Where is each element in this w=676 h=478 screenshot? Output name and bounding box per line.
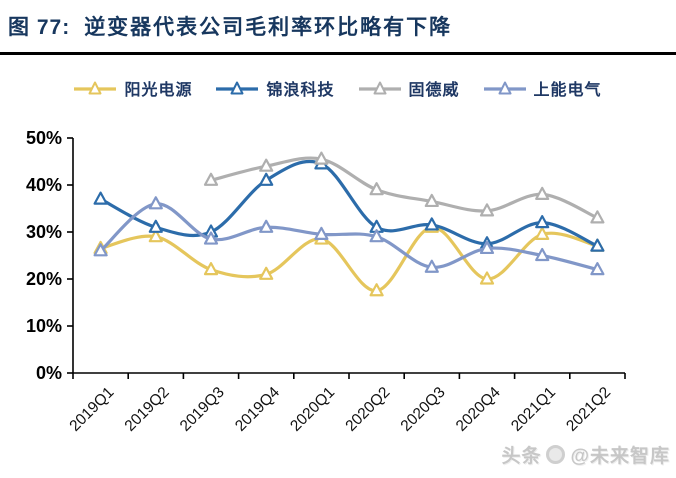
triangle-marker xyxy=(259,172,274,186)
series-line xyxy=(99,202,599,272)
triangle-marker xyxy=(259,158,274,172)
triangle-marker xyxy=(424,217,439,231)
triangle-marker xyxy=(590,262,605,276)
triangle-marker xyxy=(203,231,219,245)
triangle-marker xyxy=(259,219,274,233)
y-tick-label: 0% xyxy=(36,363,62,383)
legend-marker-icon xyxy=(358,81,401,95)
triangle-marker xyxy=(203,262,219,276)
triangle-marker xyxy=(369,182,384,196)
figure-number: 图 77: xyxy=(8,16,71,39)
x-tick-label: 2020Q1 xyxy=(287,384,338,435)
x-tick-label: 2020Q2 xyxy=(342,384,393,435)
x-tick-label: 2019Q4 xyxy=(232,384,283,435)
triangle-marker xyxy=(479,271,495,285)
legend-marker-icon xyxy=(216,81,259,95)
triangle-marker xyxy=(314,226,329,240)
triangle-marker xyxy=(259,266,274,280)
x-tick-label: 2019Q1 xyxy=(66,384,117,435)
triangle-marker xyxy=(590,210,605,224)
legend-item: 锦浪科技 xyxy=(216,76,334,100)
watermark-handle: @未来智库 xyxy=(570,446,670,467)
series-line xyxy=(99,159,599,248)
chart-title: 逆变器代表公司毛利率环比略有下降 xyxy=(84,16,453,39)
triangle-marker xyxy=(314,151,329,165)
triangle-marker xyxy=(93,243,108,257)
triangle-marker xyxy=(93,191,108,205)
triangle-marker xyxy=(148,229,163,243)
y-tick-label: 40% xyxy=(26,175,62,195)
watermark: 头条 @未来智库 xyxy=(501,441,670,468)
triangle-marker xyxy=(535,226,550,240)
triangle-marker xyxy=(535,247,550,262)
watermark-prefix: 头条 xyxy=(501,446,542,467)
x-tick-label: 2021Q2 xyxy=(563,384,614,435)
y-tick-label: 50% xyxy=(26,128,62,148)
triangle-marker xyxy=(203,172,219,186)
series-markers xyxy=(203,151,605,224)
triangle-marker xyxy=(148,196,163,210)
legend-label: 锦浪科技 xyxy=(266,82,335,99)
x-tick-label: 2019Q2 xyxy=(122,384,173,435)
series-line xyxy=(99,225,599,293)
triangle-marker xyxy=(590,238,605,252)
triangle-marker xyxy=(535,215,550,229)
y-tick-label: 10% xyxy=(26,316,62,336)
legend-label: 阳光电源 xyxy=(124,82,193,99)
triangle-marker xyxy=(148,219,163,233)
triangle-marker xyxy=(369,229,384,243)
x-tick-label: 2020Q4 xyxy=(453,384,504,435)
triangle-marker xyxy=(479,203,495,217)
legend-marker-icon xyxy=(74,81,117,95)
triangle-marker xyxy=(369,283,384,297)
legend-label: 上能电气 xyxy=(533,82,602,99)
triangle-marker xyxy=(479,240,495,255)
legend-item: 固德威 xyxy=(358,76,460,100)
watermark-logo-icon xyxy=(546,445,566,464)
triangle-marker xyxy=(535,186,550,200)
x-tick-label: 2019Q3 xyxy=(177,384,228,435)
y-tick-label: 20% xyxy=(26,269,62,289)
legend-item: 阳光电源 xyxy=(74,76,192,100)
x-tick-label: 2020Q3 xyxy=(398,384,449,435)
series-line xyxy=(209,156,599,220)
legend-item: 上能电气 xyxy=(483,76,602,100)
y-tick-label: 30% xyxy=(26,222,62,242)
legend-label: 固德威 xyxy=(408,82,460,99)
triangle-marker xyxy=(424,193,439,208)
legend-marker-icon xyxy=(483,81,526,95)
x-tick-label: 2021Q1 xyxy=(508,384,559,435)
chart-title-bar: 图 77: 逆变器代表公司毛利率环比略有下降 xyxy=(0,0,676,55)
series-markers xyxy=(93,196,605,276)
triangle-marker xyxy=(424,259,439,273)
legend: 阳光电源 锦浪科技 固德威 上能电气 xyxy=(0,76,676,100)
